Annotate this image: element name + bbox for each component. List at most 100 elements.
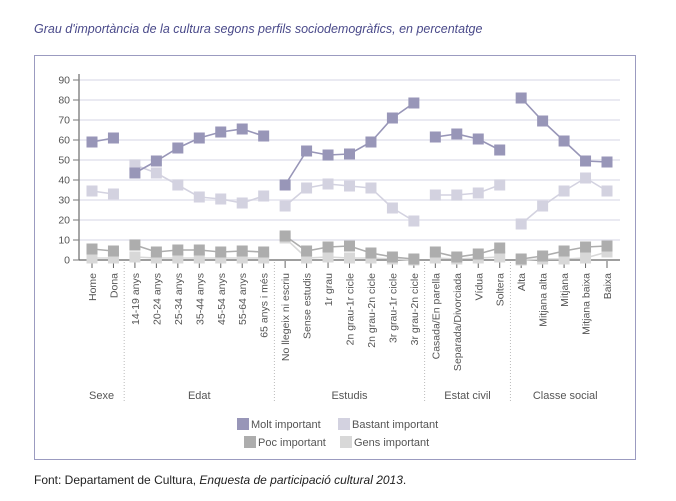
data-point — [344, 148, 355, 160]
x-category-label: 35-44 anys — [194, 273, 206, 325]
x-category-label: Sense estudis — [302, 273, 314, 339]
data-point — [580, 172, 592, 184]
data-point — [472, 133, 484, 145]
data-point — [193, 244, 205, 256]
y-tick-label: 20 — [58, 215, 70, 227]
data-point — [537, 200, 549, 212]
data-point — [601, 240, 613, 252]
data-point — [150, 252, 162, 264]
data-point — [365, 136, 377, 148]
data-point — [172, 179, 184, 191]
data-point — [236, 252, 248, 264]
data-point — [258, 190, 270, 202]
data-point — [558, 185, 570, 197]
data-point — [451, 189, 463, 201]
data-point — [236, 245, 248, 257]
x-category-label: Mitjana baixa — [581, 273, 593, 335]
chart-title: Grau d'importància de la cultura segons … — [34, 22, 483, 36]
data-point — [301, 145, 313, 157]
data-point — [472, 248, 484, 260]
data-point — [86, 185, 98, 197]
data-point — [86, 136, 98, 148]
data-point — [429, 189, 441, 201]
data-point — [107, 245, 119, 257]
data-point — [129, 159, 141, 171]
data-point — [601, 246, 613, 258]
series-line — [435, 256, 500, 260]
x-category-label: 25-34 anys — [173, 273, 185, 325]
data-point — [107, 132, 119, 144]
data-point — [258, 130, 270, 142]
series-line — [520, 97, 608, 163]
data-point — [301, 252, 313, 264]
series-line — [520, 177, 608, 225]
series-poc-important — [86, 230, 613, 265]
data-point — [408, 253, 420, 265]
data-point — [429, 131, 441, 143]
chart-frame — [34, 55, 636, 460]
data-point — [193, 132, 205, 144]
data-point — [86, 252, 98, 264]
legend-swatch — [340, 436, 352, 448]
data-point — [472, 187, 484, 199]
data-point — [344, 240, 355, 252]
data-point — [429, 246, 441, 258]
data-point — [601, 156, 613, 168]
data-point — [150, 246, 162, 258]
series-line — [435, 133, 501, 151]
data-point — [107, 188, 119, 200]
data-point — [580, 252, 592, 264]
data-point — [386, 202, 398, 214]
data-point — [322, 178, 334, 190]
x-category-label: 3r grau-2n cicle — [409, 273, 421, 346]
legend-label: Molt important — [251, 419, 321, 431]
x-category-label: 1r grau — [323, 273, 335, 306]
data-point — [408, 215, 420, 227]
legend-label: Bastant important — [352, 419, 438, 431]
data-point — [580, 155, 592, 167]
x-category-label: Baixa — [602, 273, 614, 299]
data-point — [494, 144, 506, 156]
x-category-label: No llegeix ni escriu — [280, 273, 292, 361]
data-point — [322, 251, 334, 263]
data-point — [129, 251, 141, 263]
data-point — [215, 246, 227, 258]
x-category-label: Mitjana alta — [538, 273, 550, 327]
x-category-label: Soltera — [495, 273, 507, 306]
data-point — [215, 193, 227, 205]
data-point — [172, 244, 184, 256]
data-point — [193, 252, 205, 264]
data-point — [365, 247, 377, 259]
y-tick-label: 40 — [58, 175, 70, 187]
y-tick-label: 10 — [58, 235, 70, 247]
source-suffix: . — [402, 473, 407, 487]
y-tick-label: 50 — [58, 155, 70, 167]
x-category-label: 65 anys i més — [259, 273, 271, 338]
legend-swatch — [338, 418, 350, 430]
data-point — [172, 252, 184, 264]
y-tick-label: 90 — [58, 75, 70, 87]
x-category-label: 45-54 anys — [216, 273, 228, 325]
x-category-label: 55-64 anys — [237, 273, 249, 325]
data-point — [601, 185, 613, 197]
data-point — [429, 252, 441, 264]
data-point — [193, 191, 205, 203]
x-category-label: Alta — [516, 273, 528, 291]
data-point — [129, 239, 141, 251]
data-point — [344, 180, 355, 192]
data-point — [494, 251, 506, 263]
legend-swatch — [244, 436, 256, 448]
x-category-label: Separada/Divorciada — [452, 273, 464, 371]
data-point — [558, 135, 570, 147]
series-line — [435, 247, 500, 258]
y-tick-label: 60 — [58, 135, 70, 147]
x-category-label: Mitjana — [559, 273, 571, 307]
x-category-label: 20-24 anys — [151, 273, 163, 325]
data-point — [215, 126, 227, 138]
data-point — [386, 251, 398, 263]
data-point — [537, 250, 549, 262]
data-point — [150, 167, 162, 179]
legend-label: Gens important — [354, 437, 429, 449]
y-tick-label: 0 — [64, 255, 70, 267]
